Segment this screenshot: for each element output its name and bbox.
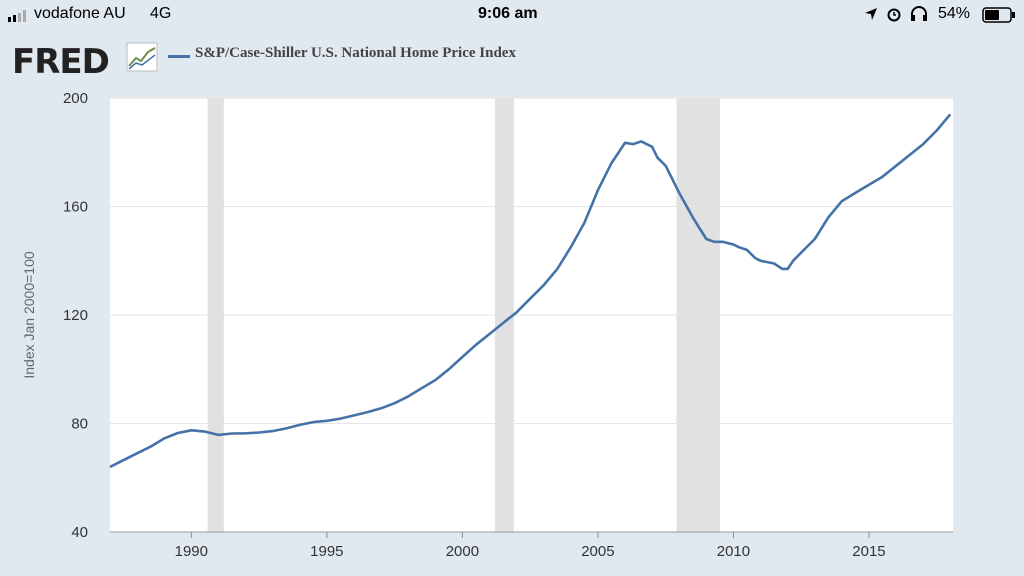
headphones-icon bbox=[910, 6, 928, 27]
x-tick-labels: 1990 1995 2000 2005 2010 2015 bbox=[110, 531, 953, 560]
chart-logo-icon bbox=[126, 42, 158, 77]
x-tick-label-2015: 2015 bbox=[852, 543, 885, 560]
network-label: 4G bbox=[150, 5, 172, 22]
x-tick-label-1995: 1995 bbox=[310, 543, 343, 560]
fred-logo[interactable]: FRED bbox=[12, 42, 110, 82]
y-tick-label-40: 40 bbox=[71, 524, 88, 541]
carrier-label: vodafone AU bbox=[34, 5, 126, 22]
y-tick-label-160: 160 bbox=[63, 199, 88, 216]
legend-series-title: S&P/Case-Shiller U.S. National Home Pric… bbox=[195, 45, 516, 61]
battery-percent: 54% bbox=[938, 5, 971, 22]
y-tick-label-120: 120 bbox=[63, 307, 88, 324]
battery-icon bbox=[982, 7, 1016, 28]
series-line bbox=[109, 113, 952, 469]
y-tick-label-200: 200 bbox=[63, 90, 88, 107]
alarm-icon bbox=[886, 6, 902, 27]
location-icon bbox=[864, 7, 878, 26]
signal-icon bbox=[8, 9, 30, 27]
legend-line-swatch bbox=[168, 55, 190, 58]
x-tick-label-2005: 2005 bbox=[581, 543, 614, 560]
x-tick-label-1990: 1990 bbox=[175, 543, 208, 560]
y-axis-label: Index Jan 2000=100 bbox=[21, 251, 37, 378]
chart-svg: 40 80 120 160 200 1990 1995 2000 2005 2010 2015 I… bbox=[21, 90, 953, 560]
clock: 9:06 am bbox=[478, 5, 538, 22]
x-tick-label-2010: 2010 bbox=[717, 543, 750, 560]
chart-header: FRED S&P/Case-Shiller U.S. National Home… bbox=[0, 30, 1024, 90]
status-bar: vodafone AU 4G 9:06 am 54% bbox=[0, 0, 1024, 30]
y-tick-labels: 40 80 120 160 200 bbox=[63, 90, 88, 541]
y-tick-label-80: 80 bbox=[71, 416, 88, 433]
x-tick-label-2000: 2000 bbox=[446, 543, 479, 560]
